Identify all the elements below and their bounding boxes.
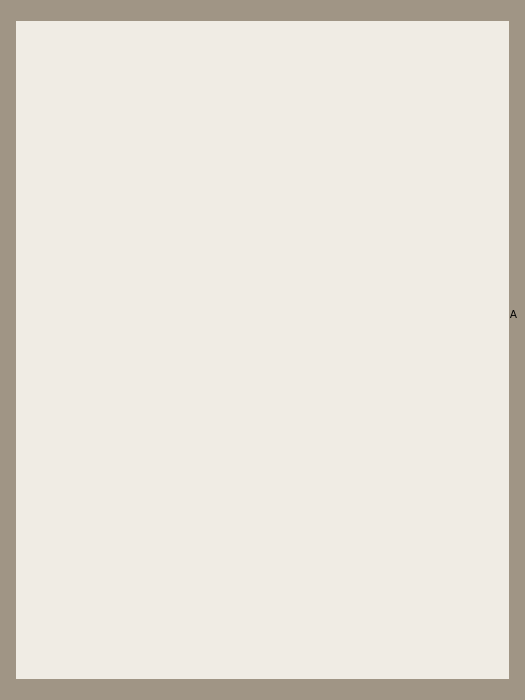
Text: j4Ω: j4Ω: [178, 309, 198, 321]
Text: 2Ω: 2Ω: [173, 199, 190, 212]
Text: +: +: [292, 251, 301, 260]
Text: −: −: [358, 249, 369, 262]
Text: j4Ω: j4Ω: [91, 309, 111, 321]
Text: j1Ω: j1Ω: [248, 191, 268, 204]
Text: PROBLEM 5: PROBLEM 5: [36, 49, 117, 62]
Text: 8−30° V: 8−30° V: [39, 358, 83, 368]
Text: -j1Ω: -j1Ω: [321, 309, 345, 321]
Text: 2−00° A: 2−00° A: [473, 310, 517, 320]
Text: 2Ω: 2Ω: [324, 199, 341, 212]
Text: +: +: [57, 301, 66, 311]
Text: −: −: [56, 319, 67, 332]
Text: Vₓ: Vₓ: [321, 253, 334, 265]
Text: Find Vₓ in the network shown.: Find Vₓ in the network shown.: [36, 84, 212, 97]
